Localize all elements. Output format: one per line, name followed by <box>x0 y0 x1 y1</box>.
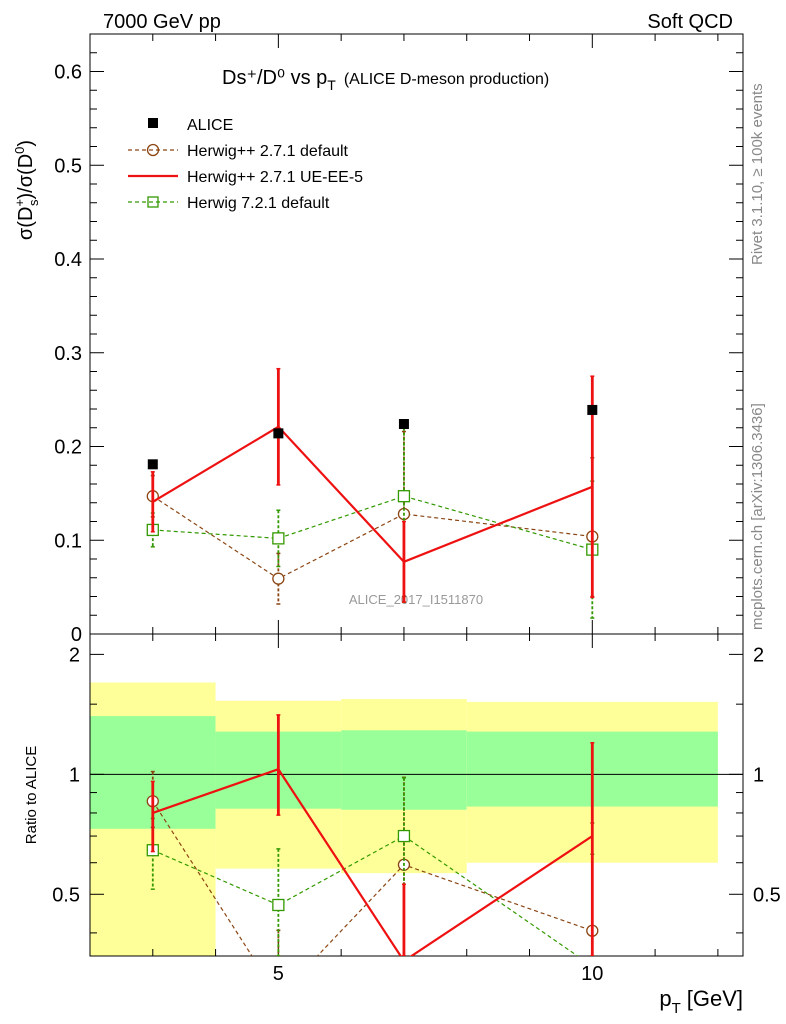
ratio-data-layer <box>146 714 599 956</box>
ratio-y-tick-label-right: 2 <box>753 644 764 666</box>
main-point-h271 <box>272 572 285 585</box>
main-point-h721 <box>272 532 285 545</box>
main-point-h721 <box>397 490 411 503</box>
main-y-tick-label: 0.6 <box>54 62 82 84</box>
main-point-alice <box>398 419 409 429</box>
main-y-tick-label: 0.2 <box>54 437 82 459</box>
header-right: Soft QCD <box>647 11 733 33</box>
legend: ALICE Herwig++ 2.7.1 default Herwig++ 2.… <box>128 117 363 212</box>
main-y-tick-label: 0.5 <box>54 155 82 177</box>
main-y-axis-label: σ(D+s)/σ(D0) <box>12 140 41 240</box>
ratio-line-h721 <box>152 835 579 956</box>
band-inner <box>341 730 467 810</box>
title-extra: (ALICE D-meson production) <box>344 71 549 88</box>
ratio-y-tick-label: 1 <box>69 764 80 786</box>
legend-marker-h271 <box>146 143 160 157</box>
ratio-y-tick-label: 0.5 <box>52 884 80 906</box>
ylabel-mid: )/σ(D <box>15 154 37 200</box>
ylabel-sup2: 0 <box>12 147 27 154</box>
svg-text:Ds⁺/D⁰ vs pT(ALICE D-meson pro: Ds⁺/D⁰ vs pT (ALICE D-meson production) <box>222 67 549 93</box>
main-point-alice <box>273 428 284 439</box>
main-point-alice <box>147 459 158 470</box>
main-axis-ticks: 0 0.1 0.2 0.3 0.4 0.5 0.6 <box>54 34 743 646</box>
main-y-tick-label: 0.3 <box>54 343 82 365</box>
xlabel-sub: T <box>672 1000 681 1017</box>
title-main: Ds⁺/D⁰ vs p <box>222 67 327 89</box>
ylabel-end: ) <box>15 140 37 147</box>
legend-label-alice: ALICE <box>187 117 233 134</box>
ratio-line-h271ue <box>152 767 593 956</box>
main-line-h271 <box>152 495 593 580</box>
ratio-y-tick-label: 2 <box>69 644 80 666</box>
main-line-h721 <box>152 495 593 551</box>
legend-item-h271ue: Herwig++ 2.7.1 UE-EE-5 <box>128 169 363 186</box>
main-line-h271ue <box>152 425 593 564</box>
ratio-y-tick-label-right: 1 <box>753 764 764 786</box>
title-main-sub: T <box>327 77 336 93</box>
legend-item-h271: Herwig++ 2.7.1 default <box>128 143 349 160</box>
main-y-tick-label: 0 <box>71 624 82 646</box>
side-label-rivet: Rivet 3.1.10, ≥ 100k events <box>749 83 766 265</box>
legend-marker-alice <box>148 118 158 128</box>
ratio-y-tick-label-right: 0.5 <box>753 884 781 906</box>
xlabel-main: p <box>659 986 671 1011</box>
x-tick-label: 5 <box>273 963 284 985</box>
ylabel-sup1: + <box>12 199 27 207</box>
main-point-alice <box>587 404 598 415</box>
ylabel-sigma1: σ(D <box>15 207 37 240</box>
ratio-axis-ticks: 5 10 0.5 0.5 1 1 2 2 <box>52 634 781 985</box>
side-label-mcplots: mcplots.cern.ch [arXiv:1306.3436] <box>749 403 766 630</box>
svg-text:σ(D+s)/σ(D0): σ(D+s)/σ(D0) <box>12 140 41 240</box>
main-y-tick-label: 0.1 <box>54 530 82 552</box>
main-data-layer <box>146 367 599 619</box>
x-axis-label: pT [GeV] <box>659 986 743 1017</box>
ratio-panel-frame <box>89 633 744 957</box>
svg-text:pT[GeV]: pT [GeV] <box>659 986 743 1017</box>
ylabel-sub1: s <box>26 199 41 206</box>
plot-title: Ds⁺/D⁰ vs pT (ALICE D-meson production) <box>222 67 549 93</box>
legend-label-h721: Herwig 7.2.1 default <box>187 195 330 212</box>
ratio-point-h721 <box>397 829 411 843</box>
x-tick-label: 10 <box>581 963 603 985</box>
legend-label-h271ue: Herwig++ 2.7.1 UE-EE-5 <box>187 169 363 186</box>
legend-item-alice: ALICE <box>148 117 233 134</box>
xlabel-unit: [GeV] <box>687 986 743 1011</box>
legend-marker-h721 <box>147 196 159 208</box>
legend-label-h271: Herwig++ 2.7.1 default <box>187 143 349 160</box>
ratio-y-axis-label: Ratio to ALICE <box>23 746 40 844</box>
watermark: ALICE_2017_I1511870 <box>349 592 483 607</box>
header-left: 7000 GeV pp <box>103 11 221 33</box>
main-y-tick-label: 0.4 <box>54 249 82 271</box>
ratio-point-h721 <box>272 898 285 912</box>
legend-item-h721: Herwig 7.2.1 default <box>128 195 330 212</box>
